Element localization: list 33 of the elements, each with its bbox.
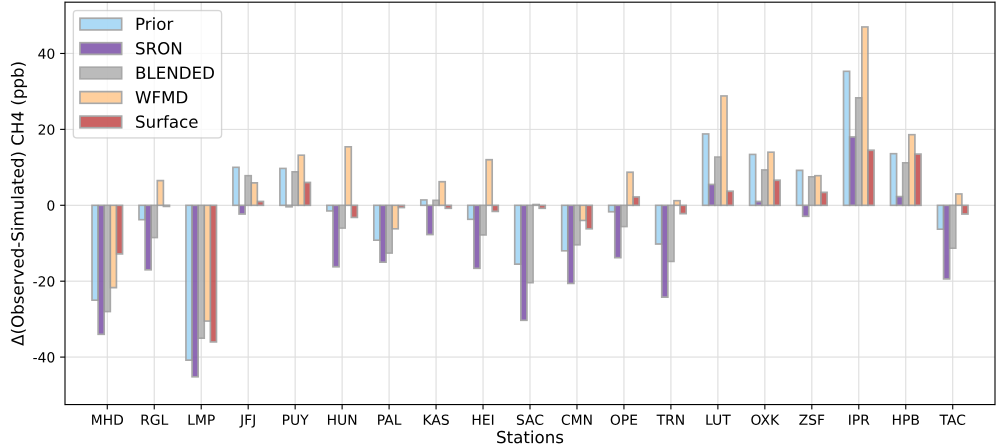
y-tick-label: 40: [38, 48, 54, 59]
x-tick-label: IPR: [849, 414, 870, 425]
bar: [748, 154, 757, 206]
bar: [702, 133, 710, 206]
x-tick-label: PUY: [283, 414, 309, 426]
legend-label: Prior: [136, 17, 174, 30]
y-tick-label: -40: [33, 352, 54, 363]
y-tick-label: 0: [47, 200, 54, 211]
x-tick-label: KAS: [424, 414, 449, 426]
x-tick-label: CMN: [562, 414, 592, 426]
x-tick-label: OPE: [610, 414, 638, 426]
x-tick-label: TRN: [656, 414, 684, 425]
y-axis-title: Δ(Observed-Simulated) CH4 (ppb): [10, 62, 28, 346]
x-tick-label: LUT: [706, 414, 731, 426]
x-tick-label: HEI: [472, 414, 494, 425]
x-tick-label: ZSF: [799, 414, 824, 426]
legend-label: SRON: [136, 42, 182, 55]
x-tick-label: OXK: [751, 414, 780, 426]
x-tick-label: HPB: [892, 414, 919, 425]
x-tick-label: HUN: [328, 414, 356, 426]
x-tick-label: TAC: [940, 414, 966, 426]
legend-label: WFMD: [136, 91, 188, 104]
x-tick-label: SAC: [516, 414, 544, 426]
y-tick-label: 20: [38, 124, 54, 135]
legend-label: Surface: [136, 115, 198, 128]
x-tick-label: MHD: [92, 414, 124, 425]
legend-label: BLENDED: [136, 66, 214, 79]
x-tick-label: PAL: [378, 414, 402, 425]
x-axis-title: Stations: [497, 430, 564, 444]
x-tick-label: RGL: [142, 414, 168, 426]
y-tick-label: -20: [33, 276, 54, 287]
x-tick-label: LMP: [188, 414, 215, 425]
x-tick-label: JFJ: [239, 414, 255, 428]
